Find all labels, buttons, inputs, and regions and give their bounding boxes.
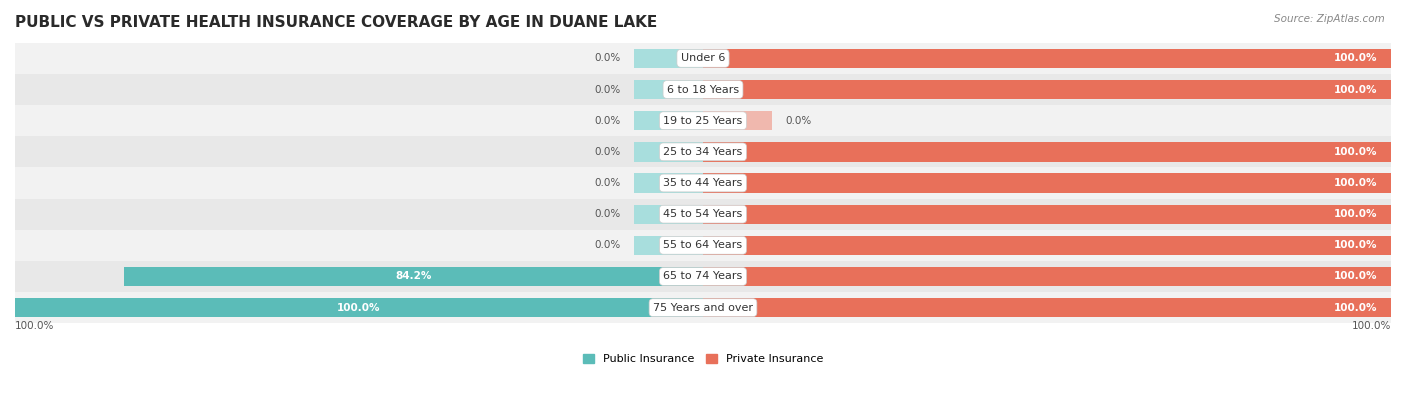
Text: 100.0%: 100.0% (337, 303, 381, 313)
Bar (634, 111, 703, 131)
Bar (703, 80, 772, 99)
Bar (703, 236, 1391, 255)
Text: 100.0%: 100.0% (1334, 178, 1378, 188)
Text: 100.0%: 100.0% (1334, 53, 1378, 63)
Bar (634, 49, 703, 68)
Bar (703, 236, 772, 255)
Text: 0.0%: 0.0% (595, 178, 620, 188)
Text: 75 Years and over: 75 Years and over (652, 303, 754, 313)
Text: 100.0%: 100.0% (1334, 271, 1378, 282)
Text: 19 to 25 Years: 19 to 25 Years (664, 116, 742, 126)
Bar (15, 230, 1391, 261)
Bar (15, 136, 1391, 167)
Text: 100.0%: 100.0% (1351, 321, 1391, 331)
Text: Under 6: Under 6 (681, 53, 725, 63)
Text: 0.0%: 0.0% (786, 116, 811, 126)
Bar (15, 298, 703, 317)
Text: 55 to 64 Years: 55 to 64 Years (664, 240, 742, 250)
Bar (15, 292, 1391, 323)
Bar (703, 298, 772, 317)
Bar (634, 236, 703, 255)
Bar (703, 267, 1391, 286)
Bar (703, 49, 772, 68)
Bar (124, 267, 703, 286)
Text: 84.2%: 84.2% (395, 271, 432, 282)
Bar (703, 267, 772, 286)
Bar (15, 43, 1391, 74)
Bar (703, 80, 1391, 99)
Text: 100.0%: 100.0% (1334, 147, 1378, 157)
Bar (703, 142, 772, 161)
Text: 6 to 18 Years: 6 to 18 Years (666, 85, 740, 95)
Text: 0.0%: 0.0% (595, 53, 620, 63)
Text: 100.0%: 100.0% (1334, 209, 1378, 219)
Text: 0.0%: 0.0% (595, 116, 620, 126)
Bar (634, 267, 703, 286)
Bar (15, 199, 1391, 230)
Bar (703, 204, 1391, 224)
Bar (634, 80, 703, 99)
Bar (703, 204, 772, 224)
Text: 25 to 34 Years: 25 to 34 Years (664, 147, 742, 157)
Bar (634, 204, 703, 224)
Text: 100.0%: 100.0% (15, 321, 55, 331)
Bar (15, 74, 1391, 105)
Text: 65 to 74 Years: 65 to 74 Years (664, 271, 742, 282)
Text: 0.0%: 0.0% (595, 209, 620, 219)
Bar (15, 105, 1391, 136)
Text: 35 to 44 Years: 35 to 44 Years (664, 178, 742, 188)
Bar (703, 173, 772, 192)
Text: Source: ZipAtlas.com: Source: ZipAtlas.com (1274, 14, 1385, 24)
Text: 45 to 54 Years: 45 to 54 Years (664, 209, 742, 219)
Text: 100.0%: 100.0% (1334, 85, 1378, 95)
Bar (15, 261, 1391, 292)
Bar (634, 173, 703, 192)
Text: 100.0%: 100.0% (1334, 303, 1378, 313)
Text: 0.0%: 0.0% (595, 240, 620, 250)
Text: PUBLIC VS PRIVATE HEALTH INSURANCE COVERAGE BY AGE IN DUANE LAKE: PUBLIC VS PRIVATE HEALTH INSURANCE COVER… (15, 15, 657, 30)
Legend: Public Insurance, Private Insurance: Public Insurance, Private Insurance (579, 350, 827, 369)
Bar (703, 298, 1391, 317)
Bar (703, 111, 772, 131)
Bar (15, 167, 1391, 199)
Bar (703, 49, 1391, 68)
Text: 0.0%: 0.0% (595, 85, 620, 95)
Bar (703, 142, 1391, 161)
Text: 0.0%: 0.0% (595, 147, 620, 157)
Bar (703, 173, 1391, 192)
Bar (634, 142, 703, 161)
Text: 100.0%: 100.0% (1334, 240, 1378, 250)
Bar (634, 298, 703, 317)
